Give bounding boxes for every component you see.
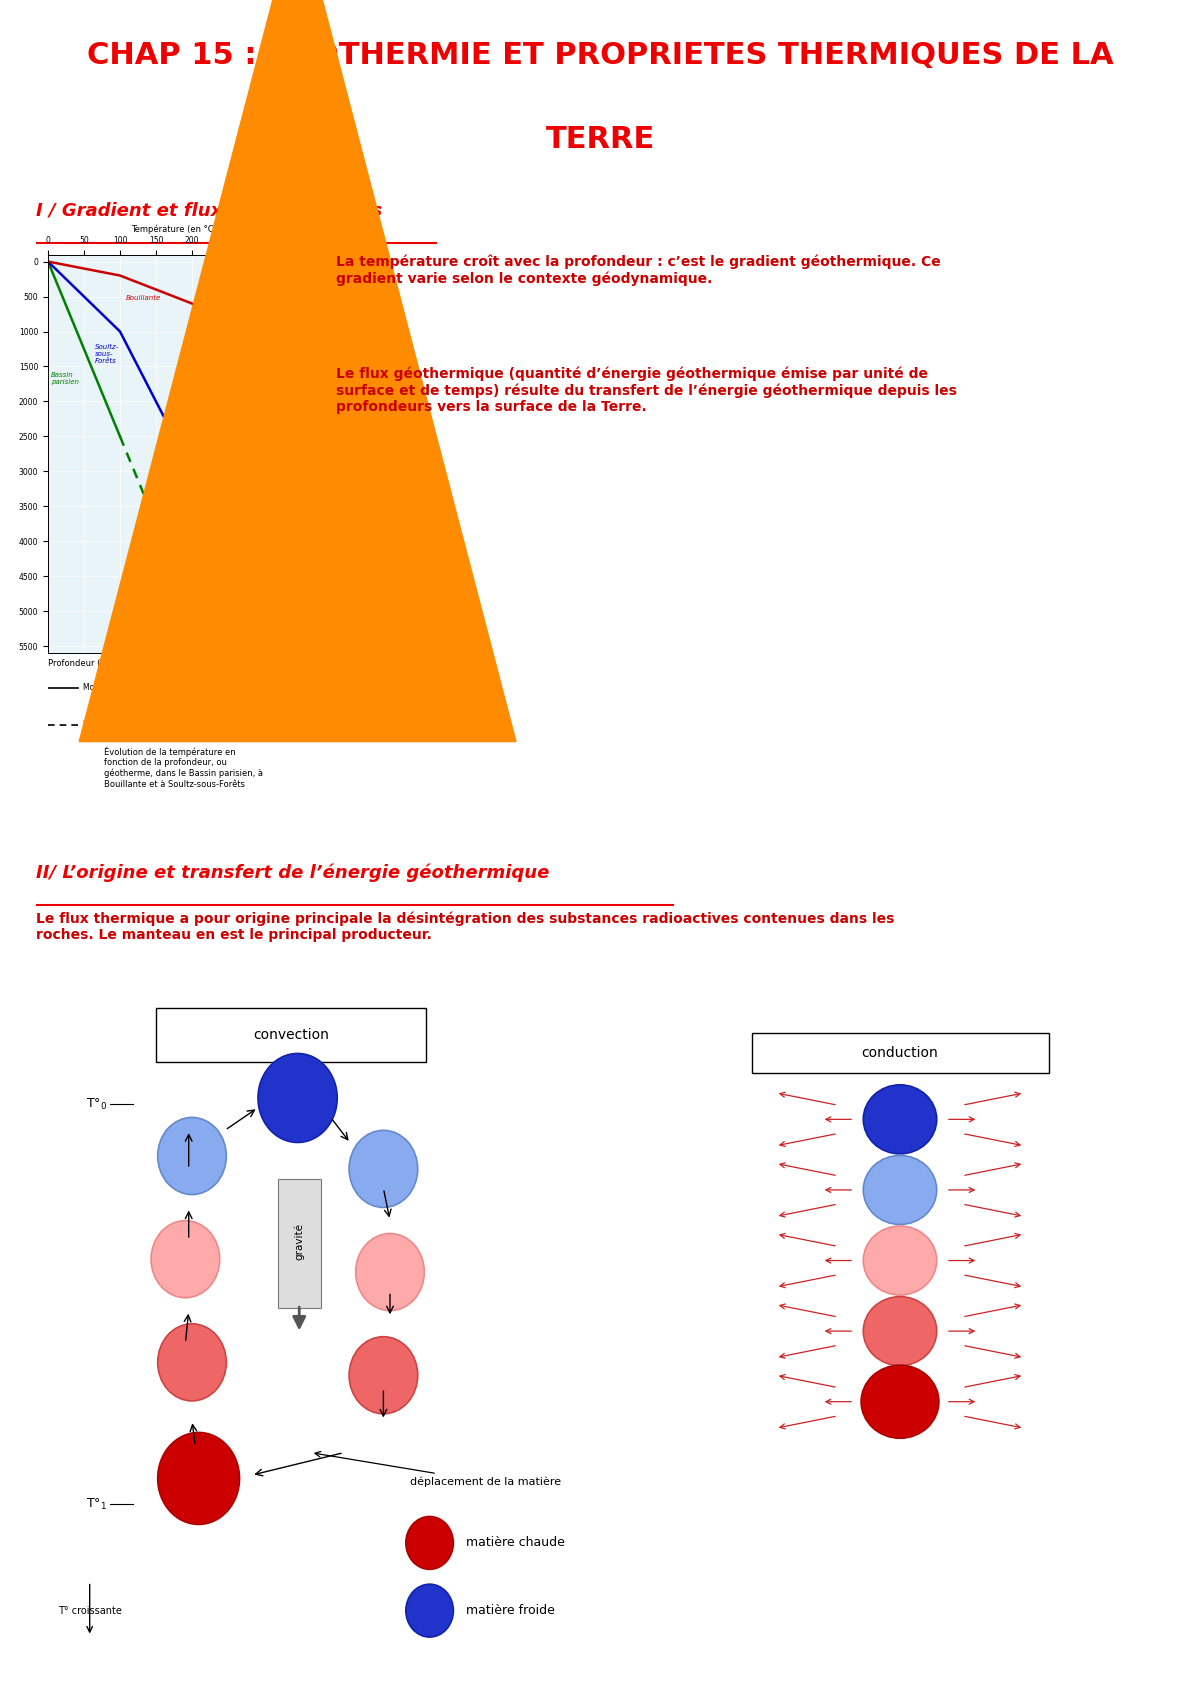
Ellipse shape [349, 1337, 418, 1414]
X-axis label: Température (en °C): Température (en °C) [131, 224, 217, 234]
Text: Bouillante: Bouillante [126, 295, 161, 300]
Ellipse shape [863, 1297, 937, 1366]
Ellipse shape [863, 1156, 937, 1225]
Text: matière froide: matière froide [466, 1604, 554, 1617]
Ellipse shape [157, 1432, 240, 1524]
Polygon shape [79, 0, 516, 742]
Text: matière chaude: matière chaude [466, 1536, 565, 1549]
Text: T°$_0$: T°$_0$ [85, 1096, 107, 1112]
Text: TERRE: TERRE [545, 124, 655, 154]
Text: I / Gradient et flux géothermiques: I / Gradient et flux géothermiques [36, 202, 383, 221]
Text: Soultz-
sous-
Forêts: Soultz- sous- Forêts [95, 344, 119, 363]
Text: Le flux thermique a pour origine principale la désintégration des substances rad: Le flux thermique a pour origine princip… [36, 911, 894, 942]
Text: gravité: gravité [294, 1222, 305, 1259]
Text: T°$_1$: T°$_1$ [86, 1497, 107, 1512]
Text: Bassin
parisien: Bassin parisien [50, 372, 79, 385]
FancyBboxPatch shape [156, 1008, 426, 1062]
Ellipse shape [863, 1084, 937, 1154]
Text: 3: 3 [70, 791, 76, 801]
FancyBboxPatch shape [278, 1178, 320, 1307]
Ellipse shape [355, 1234, 425, 1310]
Text: conduction: conduction [862, 1045, 938, 1061]
Text: convection: convection [253, 1028, 329, 1042]
Text: déplacement de la matière: déplacement de la matière [314, 1451, 560, 1487]
Text: Données extrapolées: Données extrapolées [83, 720, 164, 730]
Ellipse shape [406, 1517, 454, 1570]
Ellipse shape [151, 1220, 220, 1298]
Text: Moyenne des mesures de forages: Moyenne des mesures de forages [83, 684, 212, 692]
Text: CHAP 15 : GEOTHERMIE ET PROPRIETES THERMIQUES DE LA: CHAP 15 : GEOTHERMIE ET PROPRIETES THERM… [86, 41, 1114, 70]
Ellipse shape [406, 1585, 454, 1638]
Text: La température croît avec la profondeur : c’est le gradient géothermique. Ce
gra: La température croît avec la profondeur … [336, 255, 941, 285]
Ellipse shape [157, 1117, 227, 1195]
Text: II/ L’origine et transfert de l’énergie géothermique: II/ L’origine et transfert de l’énergie … [36, 864, 550, 882]
Ellipse shape [157, 1324, 227, 1402]
FancyBboxPatch shape [751, 1033, 1049, 1073]
Ellipse shape [349, 1130, 418, 1208]
Text: Profondeur (en m): Profondeur (en m) [48, 658, 125, 669]
Text: Évolution de la température en
fonction de la profondeur, ou
géotherme, dans le : Évolution de la température en fonction … [104, 747, 263, 789]
Ellipse shape [863, 1225, 937, 1295]
Text: Le flux géothermique (quantité d’énergie géothermique émise par unité de
surface: Le flux géothermique (quantité d’énergie… [336, 367, 956, 414]
Ellipse shape [862, 1364, 938, 1439]
Text: T° croissante: T° croissante [58, 1605, 121, 1616]
Ellipse shape [258, 1054, 337, 1142]
